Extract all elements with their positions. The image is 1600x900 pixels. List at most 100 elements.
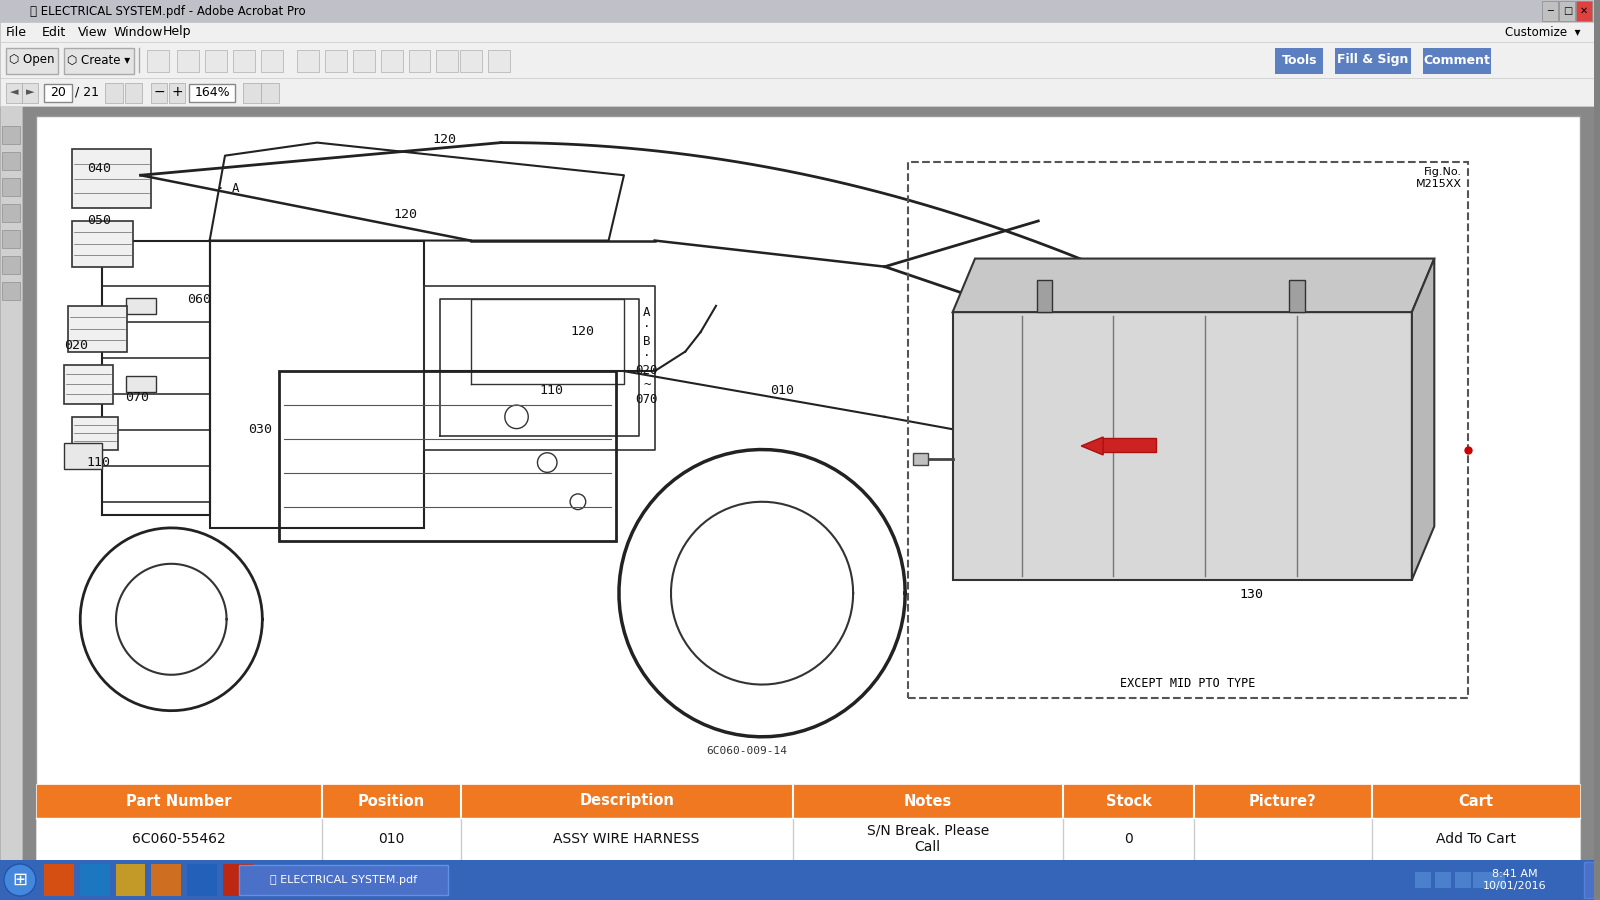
Bar — [22, 83, 38, 103]
Text: 120: 120 — [432, 133, 456, 146]
Bar — [2, 126, 19, 144]
Text: 6C060-55462: 6C060-55462 — [131, 832, 226, 846]
Bar — [243, 83, 261, 103]
Bar — [1414, 872, 1430, 888]
Bar — [64, 364, 114, 404]
Bar — [408, 50, 430, 72]
Text: EXCEPT MID PTO TYPE: EXCEPT MID PTO TYPE — [1120, 677, 1256, 689]
Text: 030: 030 — [248, 423, 272, 436]
Text: 040: 040 — [86, 162, 110, 176]
Bar — [1435, 872, 1451, 888]
Text: Fill & Sign: Fill & Sign — [1338, 53, 1408, 67]
Bar — [238, 865, 448, 895]
Bar — [461, 50, 482, 72]
Bar — [104, 83, 123, 103]
Bar — [0, 42, 1594, 78]
Polygon shape — [952, 312, 1411, 580]
Text: A
·
B
·
020
~
070: A · B · 020 ~ 070 — [635, 306, 658, 406]
Text: Window: Window — [114, 25, 163, 39]
Bar — [178, 50, 200, 72]
Text: View: View — [78, 25, 107, 39]
Bar — [6, 83, 22, 103]
Bar — [126, 376, 155, 392]
Text: Edit: Edit — [42, 25, 66, 39]
Text: 050: 050 — [86, 214, 110, 228]
Bar — [64, 48, 133, 74]
Text: 070: 070 — [125, 391, 149, 404]
Bar — [152, 83, 168, 103]
Text: 8:41 AM
10/01/2016: 8:41 AM 10/01/2016 — [1483, 868, 1546, 891]
Text: Tools: Tools — [1282, 53, 1317, 67]
Bar — [1584, 862, 1594, 898]
Bar — [2, 204, 19, 222]
Bar — [907, 162, 1467, 698]
Bar — [0, 22, 1594, 42]
Text: 164%: 164% — [195, 86, 230, 98]
Bar — [1454, 872, 1470, 888]
Text: ⊞: ⊞ — [13, 871, 27, 889]
Text: □: □ — [1563, 6, 1571, 16]
Bar — [72, 220, 133, 266]
Text: 010: 010 — [770, 384, 794, 397]
Bar — [261, 50, 283, 72]
Text: 060: 060 — [187, 292, 211, 306]
Text: 20: 20 — [50, 86, 66, 98]
Text: ✕: ✕ — [1581, 6, 1589, 16]
Polygon shape — [1082, 437, 1102, 455]
Text: Picture?: Picture? — [1250, 794, 1317, 808]
Text: ⬡ Open: ⬡ Open — [10, 53, 54, 67]
Text: ◄: ◄ — [10, 87, 18, 97]
Text: 120: 120 — [570, 326, 594, 338]
Text: +: + — [171, 85, 182, 99]
Bar — [2, 230, 19, 248]
Bar — [115, 864, 146, 896]
Bar — [35, 784, 1581, 818]
Text: 110: 110 — [539, 384, 563, 397]
Bar — [189, 84, 235, 102]
Bar — [1101, 438, 1155, 452]
Text: Help: Help — [163, 25, 190, 39]
Bar — [0, 106, 22, 860]
Polygon shape — [1411, 258, 1434, 580]
Circle shape — [3, 864, 35, 896]
Bar — [1275, 48, 1323, 74]
Bar — [1576, 1, 1592, 21]
Bar — [1472, 872, 1488, 888]
Bar — [147, 50, 170, 72]
Bar — [437, 50, 458, 72]
Text: 6C060-009-14: 6C060-009-14 — [706, 746, 787, 756]
Bar — [298, 50, 318, 72]
Bar — [2, 152, 19, 170]
Bar — [187, 864, 218, 896]
Bar — [35, 818, 1581, 860]
Bar — [152, 864, 181, 896]
Text: Description: Description — [579, 794, 674, 808]
Text: ►: ► — [26, 87, 34, 97]
Text: 010: 010 — [378, 832, 405, 846]
Text: Add To Cart: Add To Cart — [1437, 832, 1517, 846]
Text: · A: · A — [218, 182, 240, 194]
Bar — [1334, 48, 1411, 74]
Bar — [126, 298, 155, 314]
Bar — [80, 864, 110, 896]
Bar — [205, 50, 227, 72]
Text: ─: ─ — [1547, 6, 1554, 16]
Text: Customize  ▾: Customize ▾ — [1504, 25, 1581, 39]
Bar — [125, 83, 142, 103]
Text: 130: 130 — [1238, 588, 1262, 601]
Bar — [72, 149, 152, 208]
Bar — [0, 860, 1594, 900]
Bar — [278, 371, 616, 541]
Bar — [1037, 280, 1053, 312]
Text: Notes: Notes — [904, 794, 952, 808]
Polygon shape — [952, 258, 1434, 312]
Bar — [43, 864, 74, 896]
Text: −: − — [154, 85, 165, 99]
Text: Comment: Comment — [1424, 53, 1490, 67]
Text: Stock: Stock — [1106, 794, 1152, 808]
Bar — [22, 106, 1594, 860]
Text: S/N Break. Please
Call: S/N Break. Please Call — [867, 824, 989, 854]
Bar — [352, 50, 374, 72]
Text: 120: 120 — [394, 208, 418, 220]
Bar — [6, 48, 58, 74]
